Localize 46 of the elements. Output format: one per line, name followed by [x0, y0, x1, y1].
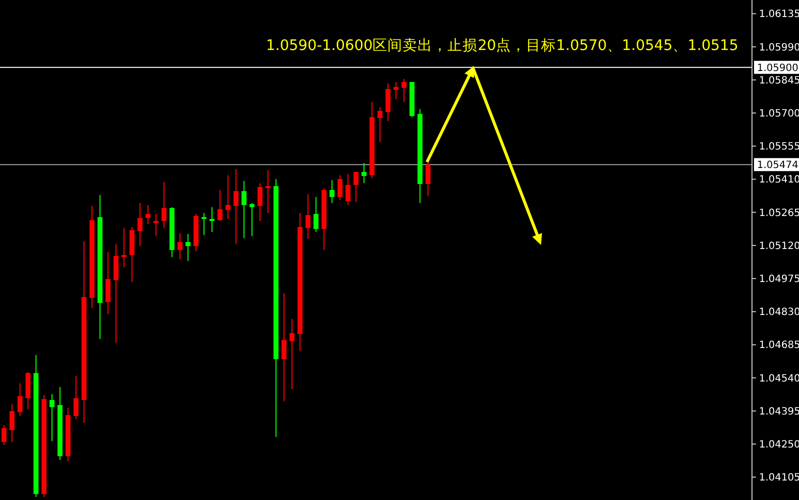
candlestick	[394, 81, 398, 100]
candlestick	[146, 204, 150, 224]
candlestick	[330, 180, 334, 204]
y-tick-label: 1.04975	[759, 274, 799, 286]
candlestick	[386, 82, 390, 122]
y-tick-label: 1.05265	[759, 208, 799, 219]
candlestick	[178, 232, 182, 260]
candlestick	[378, 106, 382, 143]
candlestick	[314, 196, 318, 232]
candlestick	[138, 202, 142, 247]
candlestick	[74, 376, 78, 420]
candlestick	[226, 174, 230, 220]
candlestick	[362, 162, 366, 184]
candlestick	[338, 174, 342, 200]
candlestick	[218, 189, 222, 222]
ref-line-label: 1.05474	[757, 160, 798, 172]
y-tick-label: 1.05845	[759, 75, 799, 86]
candlestick	[266, 170, 270, 214]
annotation: 1.0590-1.0600区间卖出，止损20点，目标1.0570、1.0545、1.0515	[266, 37, 738, 54]
candlestick	[402, 78, 406, 103]
candlestick	[242, 180, 246, 239]
candlestick	[122, 228, 126, 268]
candlestick	[18, 382, 22, 416]
candlestick	[10, 404, 14, 443]
ref-line-label: 1.05900	[757, 62, 798, 74]
y-tick-label: 1.05555	[759, 142, 799, 153]
y-tick-label: 1.04395	[759, 406, 799, 418]
candlestick	[306, 194, 310, 240]
candlestick	[186, 234, 190, 262]
candlestick	[210, 206, 214, 232]
y-tick-label: 1.06135	[759, 9, 799, 20]
candlestick	[106, 252, 110, 315]
candlestick	[234, 168, 238, 245]
y-tick-label: 1.04105	[759, 472, 799, 484]
candlestick	[162, 181, 166, 229]
candlestick	[290, 318, 294, 390]
candlestick	[154, 213, 158, 237]
y-tick-label: 1.04685	[759, 340, 799, 352]
candlestick	[354, 171, 358, 203]
candlestick	[258, 182, 262, 222]
candlestick	[2, 424, 6, 446]
candlestick	[50, 394, 54, 442]
candlestick	[282, 292, 286, 402]
candlestick	[250, 202, 254, 237]
candlestick	[202, 212, 206, 236]
candlestick	[346, 173, 350, 206]
